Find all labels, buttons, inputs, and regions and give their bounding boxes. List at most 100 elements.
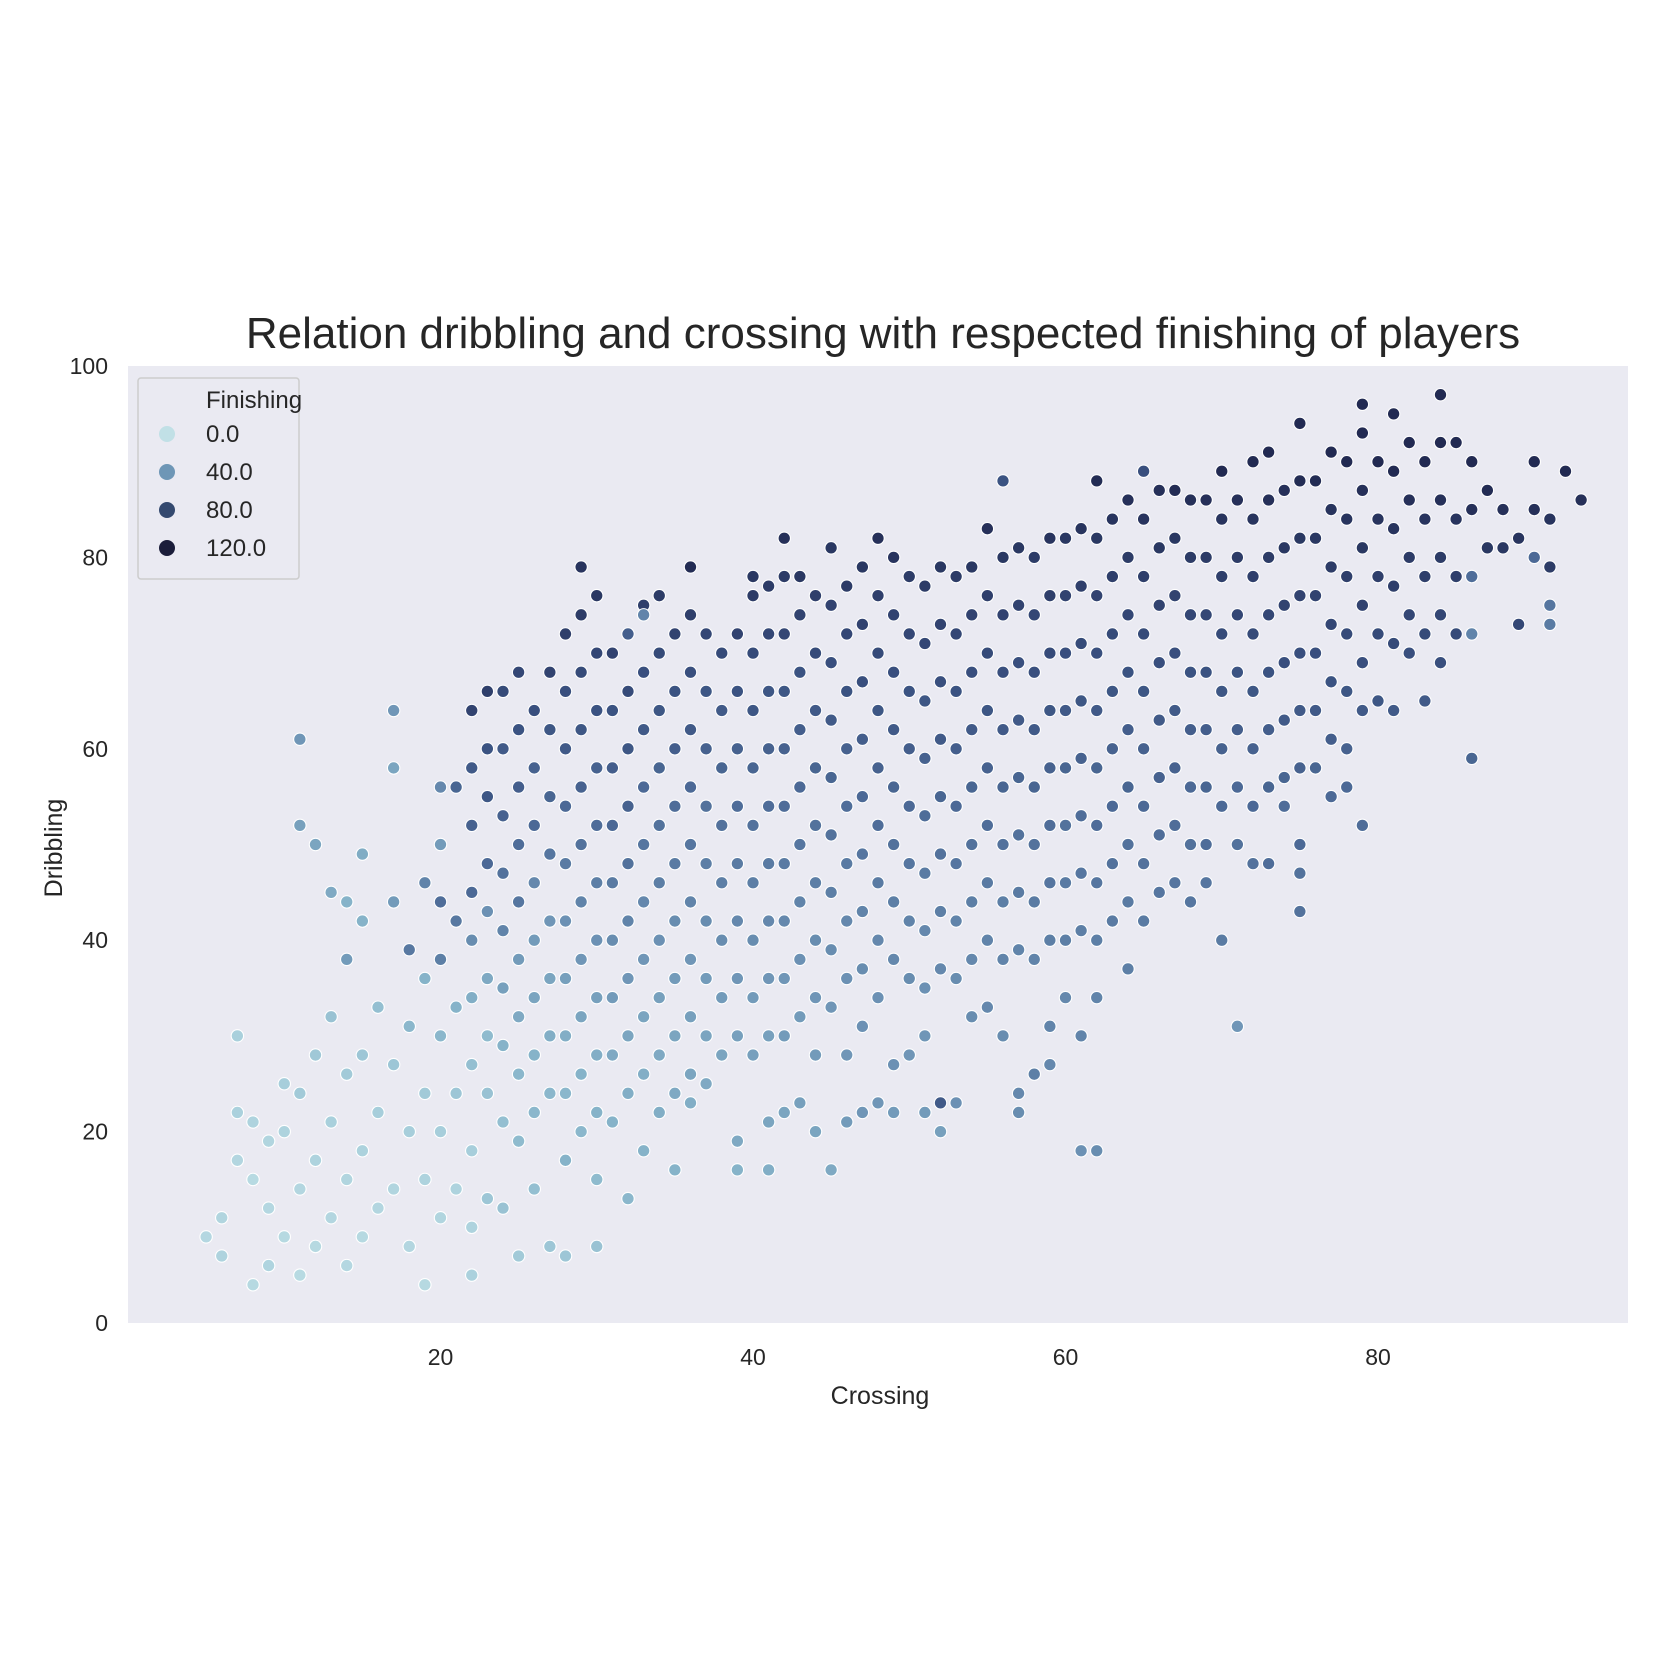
data-point: [886, 780, 901, 794]
data-point: [496, 866, 510, 880]
data-point: [808, 588, 823, 603]
data-point: [339, 952, 354, 967]
data-point: [1386, 464, 1401, 479]
data-point: [1293, 837, 1307, 852]
data-point: [761, 799, 776, 813]
data-point: [1011, 598, 1026, 612]
data-point: [1183, 837, 1198, 852]
data-point: [1011, 943, 1026, 957]
data-point: [1090, 531, 1104, 546]
data-point: [308, 1239, 323, 1254]
data-point: [527, 876, 541, 890]
data-point: [1011, 885, 1026, 900]
data-point: [1543, 598, 1557, 612]
data-point: [574, 665, 588, 679]
data-point: [480, 971, 495, 986]
data-point: [730, 799, 745, 813]
data-point: [589, 1172, 604, 1187]
data-point: [824, 943, 838, 957]
legend-title: Finishing: [206, 387, 302, 414]
data-point: [996, 665, 1010, 679]
data-point: [1246, 856, 1260, 871]
data-point: [496, 809, 510, 823]
data-point: [589, 876, 604, 890]
data-point: [230, 1105, 245, 1120]
data-point: [1074, 923, 1088, 938]
data-point: [293, 1182, 307, 1196]
data-point: [574, 560, 588, 574]
data-point: [808, 876, 823, 890]
data-point: [371, 1201, 385, 1215]
data-point: [918, 694, 932, 708]
data-point: [886, 952, 901, 967]
data-point: [761, 627, 776, 641]
data-point: [636, 1143, 651, 1158]
data-point: [1027, 837, 1042, 852]
data-point: [1246, 569, 1260, 584]
data-point: [996, 837, 1010, 852]
data-point: [777, 856, 791, 871]
data-point: [1433, 655, 1448, 670]
data-point: [1043, 588, 1057, 603]
data-point: [871, 933, 885, 947]
data-point: [1418, 569, 1432, 584]
data-point: [730, 1029, 745, 1043]
data-point: [1152, 828, 1167, 842]
y-axis-ticks: 0 20 40 60 80 100: [70, 353, 108, 1336]
data-point: [636, 895, 651, 909]
data-point: [496, 981, 510, 995]
data-point: [871, 1096, 885, 1110]
data-point: [980, 646, 995, 660]
data-point: [1105, 512, 1120, 526]
data-point: [464, 885, 479, 900]
data-point: [1199, 550, 1213, 565]
data-point: [902, 914, 916, 928]
data-point: [1168, 483, 1182, 498]
data-point: [433, 780, 448, 794]
data-point: [1340, 454, 1354, 469]
data-point: [714, 933, 729, 947]
data-point: [793, 1096, 807, 1110]
data-point: [1043, 531, 1057, 546]
data-point: [1261, 493, 1276, 507]
data-point: [949, 971, 963, 986]
data-point: [246, 1115, 260, 1129]
data-point: [1371, 569, 1385, 584]
data-point: [511, 1134, 526, 1148]
data-point: [589, 646, 604, 660]
data-point: [1011, 541, 1026, 555]
data-point: [1058, 990, 1073, 1005]
data-point: [1215, 742, 1229, 756]
data-point: [293, 1268, 307, 1282]
data-point: [464, 1268, 479, 1282]
data-point: [652, 876, 666, 890]
data-point: [324, 885, 338, 900]
data-point: [1183, 895, 1198, 909]
data-point: [746, 818, 760, 833]
data-point: [1230, 837, 1245, 852]
data-point: [808, 703, 823, 718]
data-point: [1355, 397, 1370, 412]
data-point: [293, 732, 307, 746]
data-point: [402, 1124, 416, 1139]
data-point: [1340, 627, 1354, 641]
data-point: [1277, 655, 1292, 670]
data-point: [1230, 550, 1245, 565]
data-point: [793, 1010, 807, 1024]
data-point: [855, 962, 870, 976]
data-point: [699, 799, 713, 813]
data-point: [621, 1191, 635, 1206]
data-point: [980, 876, 995, 890]
data-point: [1027, 895, 1042, 909]
data-point: [1496, 541, 1510, 555]
data-point: [324, 1210, 338, 1225]
data-point: [808, 1048, 823, 1062]
data-point: [1465, 454, 1479, 469]
data-point: [652, 588, 666, 603]
data-point: [621, 799, 635, 813]
data-point: [1543, 560, 1557, 574]
data-point: [1246, 512, 1260, 526]
data-point: [730, 914, 745, 928]
data-point: [1293, 904, 1307, 919]
data-point: [527, 1048, 541, 1062]
